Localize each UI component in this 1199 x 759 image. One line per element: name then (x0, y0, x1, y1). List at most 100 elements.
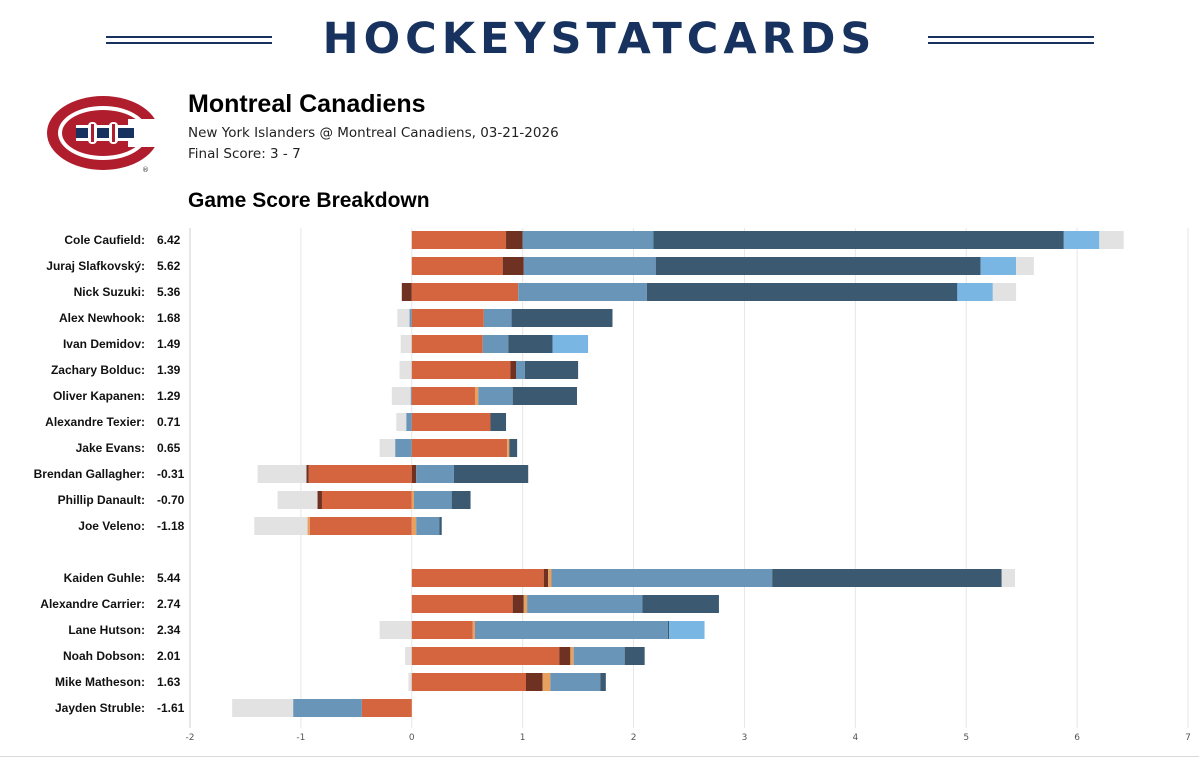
x-tick-label: 1 (520, 733, 526, 743)
bar-segment (307, 517, 310, 535)
player-name-label: Alex Newhook: (59, 311, 145, 325)
bar-segment (522, 231, 654, 249)
chart-title: Game Score Breakdown (188, 189, 430, 212)
game-score-value: 1.49 (157, 337, 181, 351)
bar-segment (413, 491, 452, 509)
x-tick-label: 2 (631, 733, 637, 743)
bar-segment (523, 257, 656, 275)
bar-segment (293, 699, 362, 717)
x-tick-label: 7 (1185, 733, 1191, 743)
bar-segment (411, 387, 475, 405)
bar-segment (395, 439, 412, 457)
bar-segment (550, 673, 601, 691)
player-name-label: Alexandre Carrier: (40, 597, 145, 611)
player-name-label: Lane Hutson: (68, 623, 145, 637)
bar-segment (512, 595, 524, 613)
bar-segment (411, 309, 484, 327)
game-score-value: 5.36 (157, 285, 181, 299)
player-name-label: Nick Suzuki: (74, 285, 145, 299)
bar-segment (957, 283, 993, 301)
bar-segment (405, 647, 412, 665)
bar-segment (507, 439, 510, 457)
player-name-label: Alexandre Texier: (45, 415, 145, 429)
bar-segment (254, 517, 308, 535)
bar-segment (306, 465, 309, 483)
game-score-value: 0.65 (157, 441, 181, 455)
bar-segment (1001, 569, 1016, 587)
bar-segment (453, 465, 529, 483)
player-name-label: Noah Dobson: (63, 649, 145, 663)
player-name-label: Kaiden Guhle: (64, 571, 145, 585)
bar-segment (482, 335, 509, 353)
game-score-value: 1.68 (157, 311, 181, 325)
game-score-value: 1.29 (157, 389, 181, 403)
bar-segment (478, 387, 513, 405)
bar-segment (490, 413, 507, 431)
player-name-label: Cole Caufield: (64, 233, 145, 247)
bar-segment (361, 699, 412, 717)
bar-segment (411, 673, 526, 691)
bar-segment (411, 335, 483, 353)
bar-segment (391, 387, 411, 405)
bar-segment (1016, 257, 1034, 275)
bar-segment (409, 309, 412, 327)
bar-segment (309, 517, 412, 535)
bar-segment (992, 283, 1017, 301)
bar-segment (512, 387, 578, 405)
x-tick-label: 6 (1074, 733, 1080, 743)
bar-segment (655, 257, 981, 275)
bar-segment (642, 595, 719, 613)
bar-segment (669, 621, 705, 639)
player-name-label: Mike Matheson: (55, 675, 145, 689)
bar-segment (411, 283, 519, 301)
x-tick-label: 4 (852, 733, 858, 743)
x-tick-label: 3 (742, 733, 748, 743)
game-score-value: 2.01 (157, 649, 181, 663)
bar-segment (600, 673, 606, 691)
game-score-value: 2.74 (157, 597, 181, 611)
bar-segment (483, 309, 512, 327)
bar-segment (400, 335, 412, 353)
game-matchup: New York Islanders @ Montreal Canadiens,… (188, 125, 559, 141)
brand-wordmark: HOCKEYSTATCARDS (322, 14, 877, 64)
player-name-label: Juraj Slafkovský: (46, 259, 145, 273)
svg-text:®: ® (142, 166, 149, 174)
game-score-value: 2.34 (157, 623, 181, 637)
bar-segment (399, 361, 412, 379)
canadiens-ch-logo-icon: ® (46, 94, 164, 176)
bar-segment (523, 595, 528, 613)
bar-segment (527, 595, 643, 613)
player-name-label: Jayden Struble: (55, 701, 145, 715)
bar-segment (516, 361, 525, 379)
bar-segment (1099, 231, 1124, 249)
bar-segment (624, 647, 645, 665)
bar-segment (552, 335, 589, 353)
bar-segment (772, 569, 1002, 587)
bar-segment (511, 309, 613, 327)
player-name-label: Phillip Danault: (58, 493, 145, 507)
bar-segment (410, 387, 412, 405)
bar-segment (411, 465, 417, 483)
bar-segment (416, 465, 454, 483)
game-score-value: 5.44 (157, 571, 181, 585)
game-score-value: 0.71 (157, 415, 181, 429)
bar-segment (321, 491, 412, 509)
bar-segment (518, 283, 647, 301)
bar-segment (411, 231, 507, 249)
bar-segment (411, 517, 417, 535)
bar-segment (451, 491, 471, 509)
bar-segment (543, 569, 549, 587)
bar-segment (308, 465, 412, 483)
bar-segment (317, 491, 322, 509)
bar-segment (411, 413, 491, 431)
bar-segment (542, 673, 551, 691)
bar-segment (551, 569, 773, 587)
bar-segment (406, 413, 412, 431)
player-name-label: Brendan Gallagher: (34, 467, 145, 481)
brand-rule-left (106, 36, 272, 44)
bar-segment (474, 387, 479, 405)
game-score-value: -1.18 (157, 519, 185, 533)
bar-segment (508, 335, 553, 353)
game-score-value: -1.61 (157, 701, 185, 715)
